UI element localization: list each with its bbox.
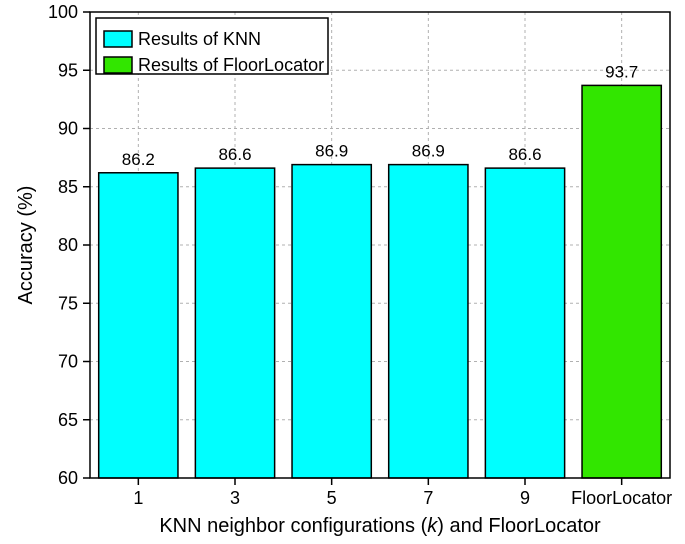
bar-FloorLocator: [582, 85, 661, 478]
bar-5: [292, 165, 371, 478]
legend-label: Results of FloorLocator: [138, 55, 324, 75]
ytick-label: 80: [58, 235, 78, 255]
ytick-label: 95: [58, 60, 78, 80]
xtick-label: 9: [520, 488, 530, 508]
chart-svg: 86.286.686.986.986.693.76065707580859095…: [0, 0, 685, 544]
legend-label: Results of KNN: [138, 29, 261, 49]
value-label: 86.9: [315, 142, 348, 161]
legend-swatch-floorlocator: [104, 57, 132, 73]
value-label: 86.6: [218, 145, 251, 164]
ytick-label: 75: [58, 293, 78, 313]
bar-chart: 86.286.686.986.986.693.76065707580859095…: [0, 0, 685, 544]
xtick-label: 7: [423, 488, 433, 508]
xtick-label: FloorLocator: [571, 488, 672, 508]
x-axis-label: KNN neighbor configurations (k) and Floo…: [159, 515, 601, 537]
ytick-label: 60: [58, 468, 78, 488]
xtick-label: 3: [230, 488, 240, 508]
xtick-label: 5: [327, 488, 337, 508]
value-label: 86.9: [412, 142, 445, 161]
bar-7: [389, 165, 468, 478]
bar-1: [99, 173, 178, 478]
value-label: 93.7: [605, 62, 638, 81]
y-axis-label: Accuracy (%): [15, 186, 37, 305]
bar-3: [195, 168, 274, 478]
ytick-label: 70: [58, 352, 78, 372]
value-label: 86.2: [122, 150, 155, 169]
legend-swatch-knn: [104, 31, 132, 47]
ytick-label: 90: [58, 119, 78, 139]
xtick-label: 1: [133, 488, 143, 508]
ytick-label: 100: [48, 2, 78, 22]
ytick-label: 65: [58, 410, 78, 430]
value-label: 86.6: [508, 145, 541, 164]
bar-9: [485, 168, 564, 478]
ytick-label: 85: [58, 177, 78, 197]
